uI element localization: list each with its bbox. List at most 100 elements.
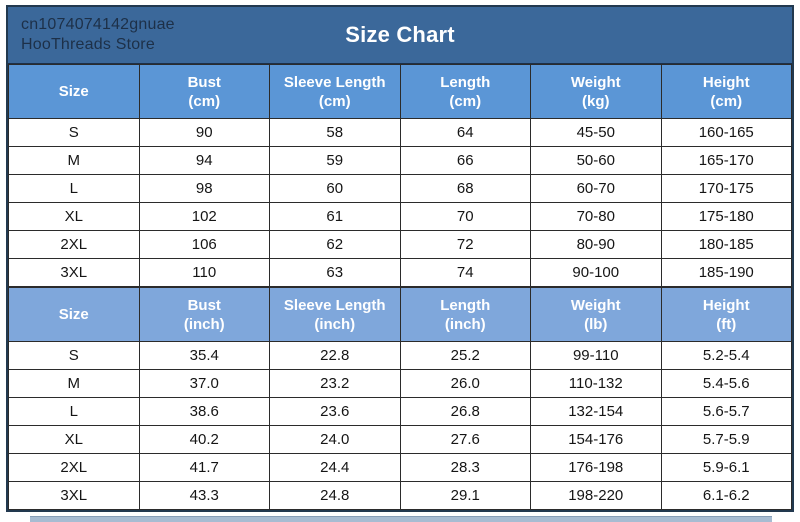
cropped-next-row-strip bbox=[30, 516, 772, 522]
data-cell: 60-70 bbox=[530, 174, 662, 203]
header-unit: (inch) bbox=[183, 315, 225, 333]
header-cell-sleeve-length: Sleeve Length (cm) bbox=[269, 64, 401, 119]
table-row: 2XL 41.7 24.4 28.3 176-198 5.9-6.1 bbox=[8, 453, 792, 482]
data-cell: 27.6 bbox=[399, 425, 531, 454]
data-cell: 94 bbox=[138, 146, 270, 175]
data-cell: 50-60 bbox=[530, 146, 662, 175]
data-cell: 58 bbox=[269, 118, 401, 147]
table-row: M 37.0 23.2 26.0 110-132 5.4-5.6 bbox=[8, 369, 792, 398]
header-cell-size: Size bbox=[8, 287, 140, 342]
table-row: 2XL 106 62 72 80-90 180-185 bbox=[8, 230, 792, 259]
header-cell-height: Height (cm) bbox=[660, 64, 792, 119]
data-cell: 26.0 bbox=[399, 369, 531, 398]
data-cell: 64 bbox=[399, 118, 531, 147]
table-row: L 98 60 68 60-70 170-175 bbox=[8, 174, 792, 203]
data-cell: 198-220 bbox=[530, 481, 662, 510]
table-row: M 94 59 66 50-60 165-170 bbox=[8, 146, 792, 175]
data-cell: 5.9-6.1 bbox=[660, 453, 792, 482]
header-label: Height bbox=[702, 296, 750, 314]
data-cell: 68 bbox=[399, 174, 531, 203]
store-name: HooThreads Store bbox=[21, 36, 155, 53]
size-cell: 2XL bbox=[8, 453, 140, 482]
header-unit: (cm) bbox=[318, 92, 351, 110]
header-cell-bust: Bust (inch) bbox=[138, 287, 270, 342]
data-cell: 175-180 bbox=[660, 202, 792, 231]
header-label: Weight bbox=[570, 73, 621, 91]
size-cell: XL bbox=[8, 425, 140, 454]
size-table-cm: Size Bust (cm) Sleeve Length (cm) Length (c… bbox=[8, 64, 792, 287]
data-cell: 25.2 bbox=[399, 341, 531, 370]
table-row: 3XL 110 63 74 90-100 185-190 bbox=[8, 258, 792, 287]
header-cell-height: Height (ft) bbox=[660, 287, 792, 342]
data-cell: 110-132 bbox=[530, 369, 662, 398]
header-unit: (cm) bbox=[449, 92, 482, 110]
header-unit: (inch) bbox=[314, 315, 356, 333]
store-info: cn1074074142gnuae HooThreads Store bbox=[8, 15, 175, 55]
header-label: Size bbox=[58, 83, 89, 100]
data-cell: 80-90 bbox=[530, 230, 662, 259]
header-cell-size: Size bbox=[8, 64, 140, 119]
header-label: Bust bbox=[187, 296, 221, 314]
size-chart-sheet: cn1074074142gnuae HooThreads Store Size … bbox=[6, 5, 794, 512]
data-cell: 70-80 bbox=[530, 202, 662, 231]
size-table-cm-header: Size Bust (cm) Sleeve Length (cm) Length (c… bbox=[8, 64, 792, 119]
data-cell: 160-165 bbox=[660, 118, 792, 147]
header-cell-weight: Weight (lb) bbox=[530, 287, 662, 342]
data-cell: 37.0 bbox=[138, 369, 270, 398]
data-cell: 74 bbox=[399, 258, 531, 287]
data-cell: 59 bbox=[269, 146, 401, 175]
top-banner: cn1074074142gnuae HooThreads Store Size … bbox=[8, 7, 792, 64]
data-cell: 61 bbox=[269, 202, 401, 231]
data-cell: 26.8 bbox=[399, 397, 531, 426]
data-cell: 60 bbox=[269, 174, 401, 203]
header-row: Size Bust (inch) Sleeve Length (inch) Leng… bbox=[8, 287, 792, 342]
header-cell-weight: Weight (kg) bbox=[530, 64, 662, 119]
size-cell: XL bbox=[8, 202, 140, 231]
header-unit: (cm) bbox=[188, 92, 221, 110]
data-cell: 24.0 bbox=[269, 425, 401, 454]
data-cell: 63 bbox=[269, 258, 401, 287]
data-cell: 154-176 bbox=[530, 425, 662, 454]
data-cell: 29.1 bbox=[399, 481, 531, 510]
data-cell: 41.7 bbox=[138, 453, 270, 482]
table-row: 3XL 43.3 24.8 29.1 198-220 6.1-6.2 bbox=[8, 481, 792, 510]
header-label: Sleeve Length bbox=[283, 73, 386, 91]
data-cell: 90 bbox=[138, 118, 270, 147]
data-cell: 23.6 bbox=[269, 397, 401, 426]
header-unit: (inch) bbox=[444, 315, 486, 333]
data-cell: 66 bbox=[399, 146, 531, 175]
data-cell: 180-185 bbox=[660, 230, 792, 259]
header-row: Size Bust (cm) Sleeve Length (cm) Length (c… bbox=[8, 64, 792, 119]
table-row: XL 40.2 24.0 27.6 154-176 5.7-5.9 bbox=[8, 425, 792, 454]
size-cell: 3XL bbox=[8, 258, 140, 287]
data-cell: 24.4 bbox=[269, 453, 401, 482]
data-cell: 22.8 bbox=[269, 341, 401, 370]
table-row: S 35.4 22.8 25.2 99-110 5.2-5.4 bbox=[8, 341, 792, 370]
data-cell: 5.6-5.7 bbox=[660, 397, 792, 426]
data-cell: 176-198 bbox=[530, 453, 662, 482]
size-cell: S bbox=[8, 118, 140, 147]
header-cell-length: Length (cm) bbox=[399, 64, 531, 119]
size-cell: S bbox=[8, 341, 140, 370]
data-cell: 45-50 bbox=[530, 118, 662, 147]
data-cell: 185-190 bbox=[660, 258, 792, 287]
table-row: XL 102 61 70 70-80 175-180 bbox=[8, 202, 792, 231]
data-cell: 6.1-6.2 bbox=[660, 481, 792, 510]
size-cell: 3XL bbox=[8, 481, 140, 510]
size-table-inch-header: Size Bust (inch) Sleeve Length (inch) Leng… bbox=[8, 287, 792, 342]
header-label: Length bbox=[440, 296, 491, 314]
data-cell: 5.4-5.6 bbox=[660, 369, 792, 398]
data-cell: 35.4 bbox=[138, 341, 270, 370]
header-unit: (cm) bbox=[710, 92, 743, 110]
data-cell: 24.8 bbox=[269, 481, 401, 510]
data-cell: 62 bbox=[269, 230, 401, 259]
data-cell: 110 bbox=[138, 258, 270, 287]
data-cell: 99-110 bbox=[530, 341, 662, 370]
data-cell: 28.3 bbox=[399, 453, 531, 482]
data-cell: 40.2 bbox=[138, 425, 270, 454]
store-id: cn1074074142gnuae bbox=[21, 16, 175, 33]
data-cell: 43.3 bbox=[138, 481, 270, 510]
data-cell: 102 bbox=[138, 202, 270, 231]
table-row: S 90 58 64 45-50 160-165 bbox=[8, 118, 792, 147]
